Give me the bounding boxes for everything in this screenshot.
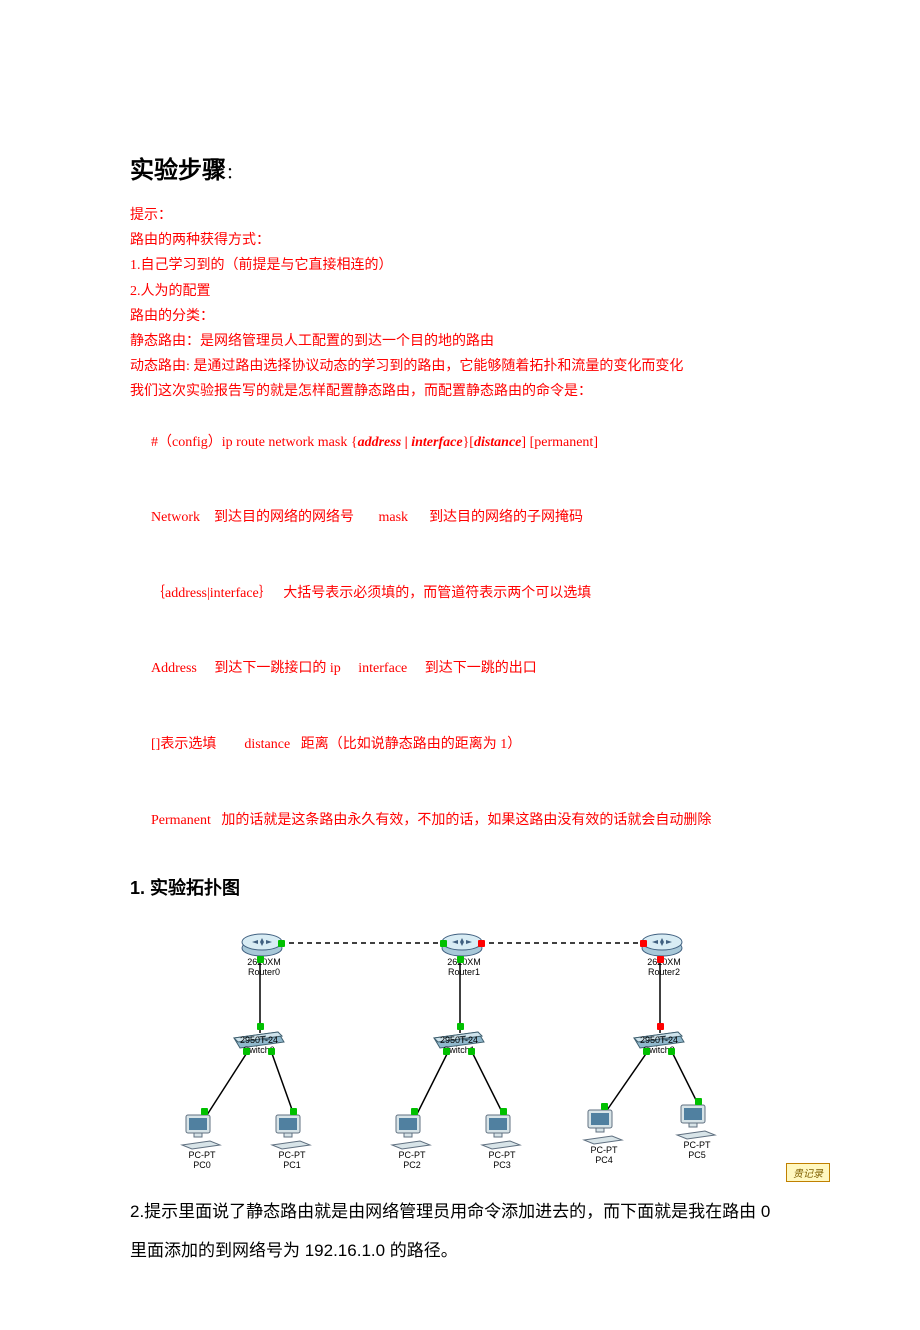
term: distance — [244, 737, 290, 752]
port-status-dot — [668, 1048, 675, 1055]
port-status-dot — [443, 1048, 450, 1055]
section-1-title: 1. 实验拓扑图 — [130, 874, 790, 900]
desc: 到达下一跳的出口 — [425, 661, 537, 676]
document-page: 实验步骤： 提示： 路由的两种获得方式： 1.自己学习到的（前提是与它直接相连的… — [0, 0, 920, 1330]
port-status-dot — [657, 1023, 664, 1030]
port-status-dot — [290, 1108, 297, 1115]
title-text: 实验步骤 — [130, 157, 226, 184]
port-status-dot — [278, 940, 285, 947]
port-status-dot — [478, 940, 485, 947]
device-label: PC-PTPC0 — [182, 1151, 222, 1171]
pc-icon — [180, 1113, 222, 1151]
hint-line: []表示选填 distance 距离（比如说静态路由的距离为 1） — [130, 707, 790, 783]
port-status-dot — [440, 940, 447, 947]
port-status-dot — [457, 956, 464, 963]
annotation-badge: 贵记录 — [786, 1163, 830, 1182]
hint-line: Network 到达目的网络的网络号 mask 到达目的网络的子网掩码 — [130, 480, 790, 556]
term: ｛address|interface｝ — [151, 586, 273, 601]
hint-line: 1.自己学习到的（前提是与它直接相连的） — [130, 253, 790, 278]
hint-line: 提示： — [130, 203, 790, 228]
port-status-dot — [643, 1048, 650, 1055]
cmd-bracket: ] [permanent] — [521, 435, 598, 450]
term: Network — [151, 510, 200, 525]
pc-icon — [480, 1113, 522, 1151]
term: []表示选填 — [151, 737, 216, 752]
term: interface — [358, 661, 407, 676]
device-label: PC-PTPC2 — [392, 1151, 432, 1171]
hint-line: 路由的分类： — [130, 304, 790, 329]
section-2-paragraph: 2.提示里面说了静态路由就是由网络管理员用命令添加进去的，而下面就是我在路由 0… — [130, 1192, 790, 1270]
pc-icon — [270, 1113, 312, 1151]
port-status-dot — [468, 1048, 475, 1055]
port-status-dot — [257, 1023, 264, 1030]
hint-line: 静态路由：是网络管理员人工配置的到达一个目的地的路由 — [130, 329, 790, 354]
device-label: 2950T-24Switch3 — [634, 1036, 684, 1056]
desc: 到达下一跳接口的 ip — [214, 661, 340, 676]
cmd-address: address — [358, 435, 402, 450]
cmd-interface: interface — [411, 435, 462, 450]
main-title: 实验步骤： — [130, 150, 790, 185]
device-label: 2950T-24Switch1 — [434, 1036, 484, 1056]
title-colon: ： — [226, 165, 242, 182]
cmd-prefix: #（config）ip route network mask { — [151, 435, 358, 450]
hints-block: 提示： 路由的两种获得方式： 1.自己学习到的（前提是与它直接相连的） 2.人为… — [130, 203, 790, 858]
pc-icon — [582, 1108, 624, 1146]
desc: 到达目的网络的网络号 — [214, 510, 354, 525]
device-label: PC-PTPC3 — [482, 1151, 522, 1171]
device-label: 2620XMRouter2 — [642, 958, 686, 978]
hint-line: ｛address|interface｝ 大括号表示必须填的，而管道符表示两个可以… — [130, 556, 790, 632]
port-status-dot — [411, 1108, 418, 1115]
device-label: 2620XMRouter1 — [442, 958, 486, 978]
hint-line: 动态路由: 是通过路由选择协议动态的学习到的路由，它能够随着拓扑和流量的变化而变… — [130, 354, 790, 379]
port-status-dot — [201, 1108, 208, 1115]
desc: 大括号表示必须填的，而管道符表示两个可以选填 — [283, 586, 591, 601]
port-status-dot — [695, 1098, 702, 1105]
port-status-dot — [601, 1103, 608, 1110]
cmd-pipe: | — [401, 435, 411, 450]
topology-diagram: 2620XMRouter0 2620XMRouter1 2620XMRouter… — [160, 918, 760, 1178]
hint-command-line: #（config）ip route network mask {address … — [130, 405, 790, 481]
pc-icon — [675, 1103, 717, 1141]
desc: 加的话就是这条路由永久有效，不加的话，如果这路由没有效的话就会自动删除 — [221, 813, 711, 828]
device-label: 2620XMRouter0 — [242, 958, 286, 978]
device-label: PC-PTPC5 — [677, 1141, 717, 1161]
term: Address — [151, 661, 197, 676]
port-status-dot — [640, 940, 647, 947]
pc-icon — [390, 1113, 432, 1151]
port-status-dot — [257, 956, 264, 963]
port-status-dot — [268, 1048, 275, 1055]
cmd-bracket: }[ — [463, 435, 474, 450]
port-status-dot — [457, 1023, 464, 1030]
port-status-dot — [657, 956, 664, 963]
hint-line: Address 到达下一跳接口的 ip interface 到达下一跳的出口 — [130, 631, 790, 707]
term: Permanent — [151, 813, 211, 828]
desc: 到达目的网络的子网掩码 — [429, 510, 583, 525]
cmd-distance: distance — [474, 435, 521, 450]
hint-line: Permanent 加的话就是这条路由永久有效，不加的话，如果这路由没有效的话就… — [130, 782, 790, 858]
hint-line: 2.人为的配置 — [130, 279, 790, 304]
hint-line: 路由的两种获得方式： — [130, 228, 790, 253]
term: mask — [379, 510, 409, 525]
device-label: PC-PTPC1 — [272, 1151, 312, 1171]
port-status-dot — [500, 1108, 507, 1115]
device-label: 2950T-24Switch0 — [234, 1036, 284, 1056]
hint-line: 我们这次实验报告写的就是怎样配置静态路由，而配置静态路由的命令是： — [130, 379, 790, 404]
device-label: PC-PTPC4 — [584, 1146, 624, 1166]
desc: 距离（比如说静态路由的距离为 1） — [301, 737, 522, 752]
port-status-dot — [243, 1048, 250, 1055]
